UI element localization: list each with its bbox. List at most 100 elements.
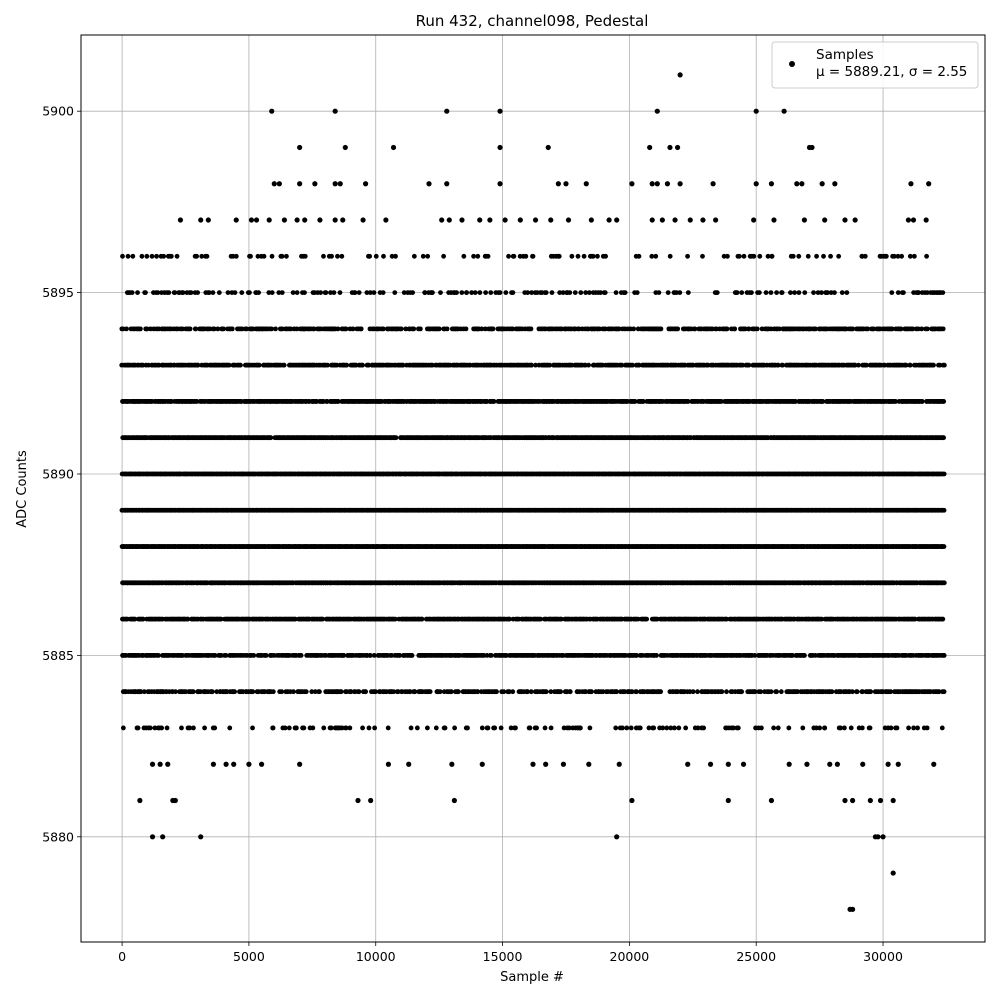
sample-point: [494, 689, 499, 695]
sample-point: [538, 616, 544, 622]
sample-point: [279, 689, 285, 695]
sample-point: [790, 652, 796, 658]
sample-point: [528, 689, 534, 695]
sample-point: [868, 689, 874, 695]
sample-point: [739, 689, 745, 695]
sample-point: [392, 616, 398, 622]
sample-point: [768, 689, 774, 695]
sample-point: [367, 652, 373, 658]
sample-point: [525, 689, 530, 695]
sample-point: [888, 689, 894, 695]
sample-point: [629, 689, 635, 695]
sample-point: [802, 652, 807, 658]
sample-point: [936, 689, 942, 695]
sample-point: [501, 689, 507, 695]
sample-point: [132, 616, 138, 622]
sample-point: [232, 689, 238, 695]
sample-point: [190, 689, 196, 695]
sample-point: [543, 689, 549, 695]
sample-point: [185, 616, 191, 622]
sample-point: [854, 689, 860, 695]
sample-point: [567, 689, 573, 695]
sample-point: [778, 689, 784, 695]
sample-point: [752, 652, 758, 658]
sample-point: [941, 652, 947, 658]
sample-point: [819, 616, 825, 622]
sample-point: [644, 616, 650, 622]
sample-point: [449, 689, 454, 695]
sample-point: [348, 689, 354, 695]
sample-point: [173, 689, 178, 695]
sample-point: [312, 689, 318, 695]
sample-point: [298, 652, 304, 658]
sample-point: [634, 689, 639, 695]
sample-point: [250, 689, 256, 695]
sample-point: [291, 689, 296, 695]
sample-point: [317, 689, 322, 695]
sample-point: [614, 689, 620, 695]
sample-point: [338, 689, 344, 695]
sample-point: [209, 689, 215, 695]
sample-point: [223, 652, 229, 658]
sample-point: [941, 471, 947, 477]
chart-title: Run 432, channel098, Pedestal: [416, 12, 649, 30]
sample-point: [941, 689, 947, 695]
sample-point: [155, 652, 161, 658]
sample-point: [941, 544, 947, 549]
sample-point: [391, 689, 397, 695]
sample-point: [303, 689, 309, 695]
sample-point: [558, 689, 564, 695]
sample-point: [341, 652, 347, 658]
sample-point: [719, 689, 725, 695]
sample-point: [251, 652, 257, 658]
sample-point: [407, 689, 413, 695]
sample-point: [320, 616, 326, 622]
sample-point: [941, 580, 947, 586]
sample-point: [138, 689, 144, 695]
sample-point: [140, 616, 146, 622]
sample-point: [389, 652, 395, 658]
sample-point: [363, 689, 369, 695]
sample-point: [427, 689, 433, 695]
sample-point: [356, 689, 362, 695]
sample-point: [218, 652, 224, 658]
sample-point: [758, 689, 764, 695]
sample-point: [412, 689, 418, 695]
sample-point: [774, 689, 780, 695]
sample-point: [484, 652, 490, 658]
sample-point: [419, 616, 425, 622]
sample-point: [270, 689, 276, 695]
sample-point: [695, 689, 700, 695]
sample-point: [752, 689, 758, 695]
sample-point: [849, 689, 855, 695]
data-points: [119, 72, 947, 912]
sample-point: [456, 689, 461, 695]
sample-point: [654, 652, 659, 658]
sample-point: [860, 689, 865, 695]
sample-point: [218, 616, 224, 622]
sample-point: [829, 689, 835, 695]
sample-point: [263, 652, 269, 658]
sample-point: [658, 689, 664, 695]
sample-point: [548, 689, 554, 695]
sample-point: [506, 689, 512, 695]
sample-point: [912, 616, 918, 622]
sample-point: [292, 616, 298, 622]
sample-point: [690, 689, 696, 695]
sample-point: [510, 689, 516, 695]
sample-point: [212, 652, 218, 658]
sample-point: [371, 652, 377, 658]
sample-point: [724, 689, 729, 695]
sample-point: [507, 616, 512, 622]
sample-point: [558, 616, 564, 622]
sample-point: [309, 689, 315, 695]
sample-point: [941, 507, 947, 513]
sample-point: [589, 689, 594, 695]
sample-point: [373, 689, 379, 695]
sample-point: [141, 689, 147, 695]
sample-point: [397, 652, 403, 658]
sample-point: [409, 652, 415, 658]
sample-point: [475, 689, 481, 695]
sample-point: [488, 652, 494, 658]
